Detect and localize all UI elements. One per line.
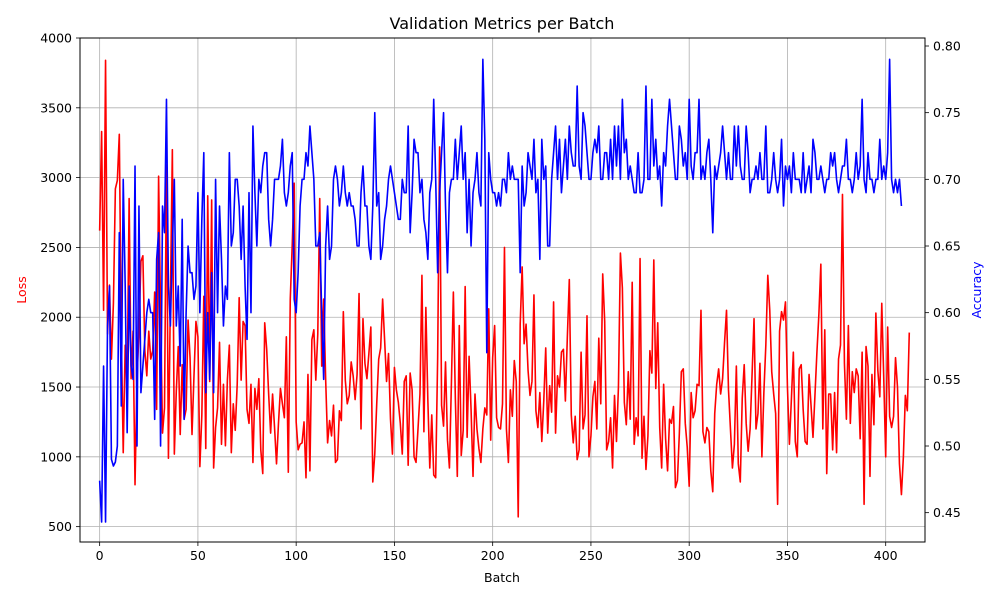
left-tick-label: 3500 (40, 100, 72, 115)
accuracy-series (98, 58, 903, 523)
left-tick-label: 500 (48, 519, 72, 534)
x-tick-label: 200 (481, 548, 505, 563)
left-tick-label: 2500 (40, 240, 72, 255)
x-tick-label: 300 (677, 548, 701, 563)
x-tick-label: 400 (874, 548, 898, 563)
x-axis-ticks: 0 50 100 150 200 250 300 350 400 (96, 542, 898, 563)
right-tick-label: 0.60 (933, 305, 961, 320)
x-tick-label: 0 (96, 548, 104, 563)
x-tick-label: 150 (382, 548, 406, 563)
right-tick-label: 0.75 (933, 105, 961, 120)
loss-series (98, 59, 911, 518)
x-tick-label: 50 (190, 548, 206, 563)
chart-title: Validation Metrics per Batch (390, 14, 615, 33)
right-tick-label: 0.70 (933, 172, 961, 187)
right-tick-label: 0.45 (933, 505, 961, 520)
right-tick-label: 0.50 (933, 439, 961, 454)
right-axis-label: Accuracy (969, 261, 984, 319)
left-tick-label: 4000 (40, 31, 72, 46)
loss-line (98, 59, 911, 518)
x-tick-label: 250 (579, 548, 603, 563)
left-axis-ticks: 500 1000 1500 2000 2500 3000 3500 4000 (40, 31, 80, 534)
right-tick-label: 0.65 (933, 239, 961, 254)
plot-frame (79, 37, 926, 543)
left-axis-label: Loss (14, 276, 29, 303)
right-axis-ticks: 0.45 0.50 0.55 0.60 0.65 0.70 0.75 0.80 (925, 39, 961, 520)
right-tick-label: 0.80 (933, 39, 961, 54)
x-axis-label: Batch (484, 570, 520, 585)
left-tick-label: 1500 (40, 380, 72, 395)
left-tick-label: 2000 (40, 310, 72, 325)
right-tick-label: 0.55 (933, 372, 961, 387)
left-tick-label: 3000 (40, 170, 72, 185)
left-tick-label: 1000 (40, 449, 72, 464)
x-tick-label: 100 (284, 548, 308, 563)
x-tick-label: 350 (776, 548, 800, 563)
accuracy-line (98, 58, 903, 523)
